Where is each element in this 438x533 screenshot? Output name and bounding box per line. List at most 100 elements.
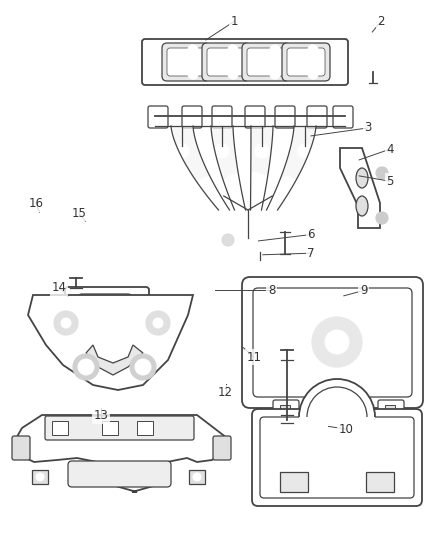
Text: 12: 12 [218,386,233,399]
Text: 4: 4 [386,143,394,156]
Circle shape [188,69,198,79]
Circle shape [72,294,80,302]
Polygon shape [340,148,380,228]
Text: 6: 6 [307,228,315,241]
Bar [280,472,308,492]
Circle shape [299,380,375,456]
Circle shape [130,354,156,380]
FancyBboxPatch shape [273,400,299,418]
Circle shape [210,172,286,248]
Circle shape [228,69,238,79]
FancyBboxPatch shape [78,294,132,318]
Circle shape [270,45,280,55]
Circle shape [335,45,345,55]
Circle shape [298,144,312,158]
FancyBboxPatch shape [275,106,295,128]
Circle shape [46,303,86,343]
Circle shape [72,310,80,318]
Bar [189,470,205,484]
FancyBboxPatch shape [207,48,245,76]
Bar [280,405,290,413]
Circle shape [36,473,44,481]
Text: 1: 1 [230,15,238,28]
Circle shape [175,144,189,158]
Text: 8: 8 [268,284,275,297]
Text: 14: 14 [52,281,67,294]
Polygon shape [28,295,193,390]
Bar [52,421,68,435]
Circle shape [366,58,380,72]
FancyBboxPatch shape [242,43,290,81]
FancyBboxPatch shape [287,48,325,76]
FancyBboxPatch shape [182,106,202,128]
Polygon shape [211,126,246,210]
Circle shape [135,359,151,375]
FancyBboxPatch shape [307,106,327,128]
Bar [385,405,395,413]
FancyBboxPatch shape [202,43,250,81]
Circle shape [61,318,71,328]
Text: 5: 5 [386,175,393,188]
Text: 11: 11 [247,351,261,364]
Polygon shape [251,126,273,210]
Polygon shape [14,415,227,492]
Circle shape [308,45,318,55]
FancyBboxPatch shape [142,39,348,85]
Circle shape [338,113,348,123]
Circle shape [280,113,290,123]
FancyBboxPatch shape [253,288,412,397]
Circle shape [215,144,229,158]
FancyBboxPatch shape [148,106,168,128]
Text: 7: 7 [307,247,315,260]
Circle shape [250,113,260,123]
Circle shape [73,354,99,380]
FancyBboxPatch shape [282,43,330,81]
Text: 9: 9 [360,284,367,297]
Ellipse shape [356,196,368,216]
Circle shape [264,419,276,431]
Circle shape [257,379,271,393]
Circle shape [376,167,388,179]
Circle shape [243,251,253,261]
Circle shape [270,69,280,79]
Circle shape [198,177,218,197]
Circle shape [187,113,197,123]
Circle shape [312,113,322,123]
FancyBboxPatch shape [65,287,149,325]
Bar [137,421,153,435]
Polygon shape [171,126,230,210]
Circle shape [312,317,362,367]
Circle shape [335,69,345,79]
Circle shape [220,182,276,238]
Circle shape [150,45,160,55]
Circle shape [308,69,318,79]
Circle shape [278,177,298,197]
Circle shape [138,303,178,343]
Circle shape [54,311,78,335]
Circle shape [134,294,142,302]
Circle shape [193,473,201,481]
Circle shape [299,304,375,380]
FancyBboxPatch shape [68,461,171,487]
FancyBboxPatch shape [242,277,423,408]
Bar [366,472,394,492]
Bar [32,470,48,484]
Bar [102,421,118,435]
Circle shape [238,246,258,266]
Text: 13: 13 [93,409,108,422]
Circle shape [153,113,163,123]
Circle shape [188,45,198,55]
FancyBboxPatch shape [247,48,285,76]
Circle shape [283,182,293,192]
Text: 15: 15 [71,207,86,220]
FancyBboxPatch shape [378,400,404,418]
Circle shape [255,144,269,158]
Circle shape [394,292,408,306]
Circle shape [240,202,256,218]
FancyBboxPatch shape [260,417,414,498]
FancyBboxPatch shape [213,436,231,460]
Circle shape [398,419,410,431]
FancyBboxPatch shape [252,409,422,506]
FancyBboxPatch shape [45,416,194,440]
Circle shape [78,359,94,375]
